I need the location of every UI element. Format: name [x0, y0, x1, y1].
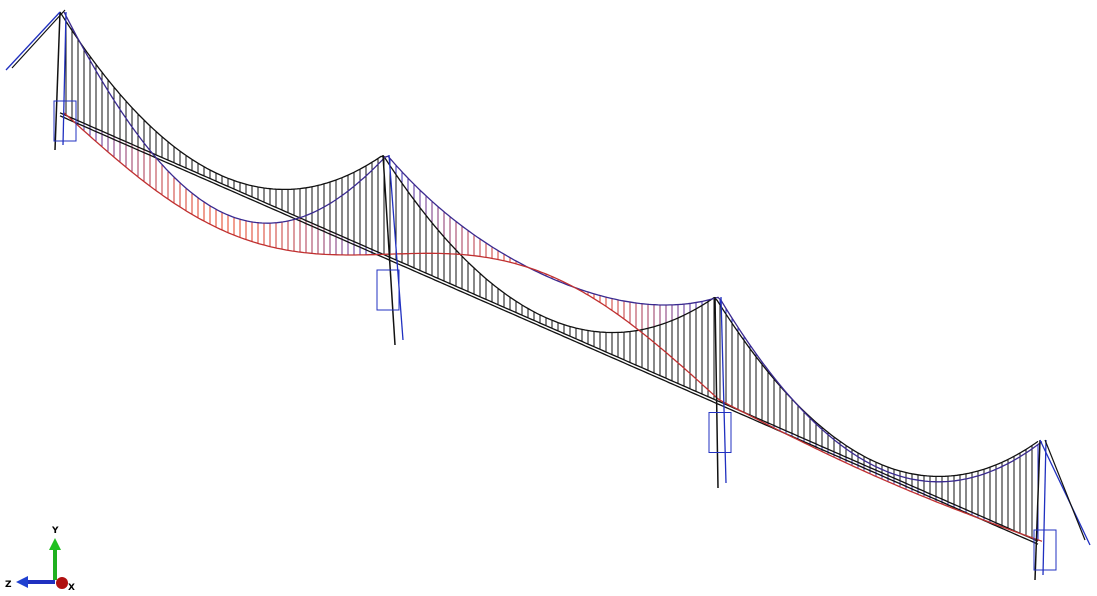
tower: [55, 12, 60, 150]
y-label: Y: [51, 526, 59, 536]
tower-frame: [709, 413, 731, 453]
tower: [383, 155, 395, 345]
tower: [721, 297, 726, 483]
viewport: Y Z X: [0, 0, 1097, 596]
tower-frame: [377, 270, 399, 310]
deformed-cable: [64, 12, 1042, 482]
axis-triad: Y Z X: [5, 526, 75, 593]
bridge-model: [6, 10, 1090, 580]
z-label: Z: [5, 580, 12, 590]
x-label: X: [68, 583, 75, 593]
deck: [60, 113, 1038, 541]
main-cable: [60, 12, 1038, 476]
z-arrowhead: [16, 576, 28, 588]
tower: [715, 297, 718, 488]
back-stay: [1045, 440, 1085, 540]
back-stay: [12, 10, 65, 68]
back-stay: [1040, 440, 1090, 545]
x-axis-dot: [56, 577, 68, 589]
back-stay: [6, 12, 60, 70]
y-arrowhead: [49, 538, 61, 550]
deformed-deck: [64, 113, 1042, 542]
deck: [60, 116, 1038, 544]
tower: [1043, 440, 1046, 575]
